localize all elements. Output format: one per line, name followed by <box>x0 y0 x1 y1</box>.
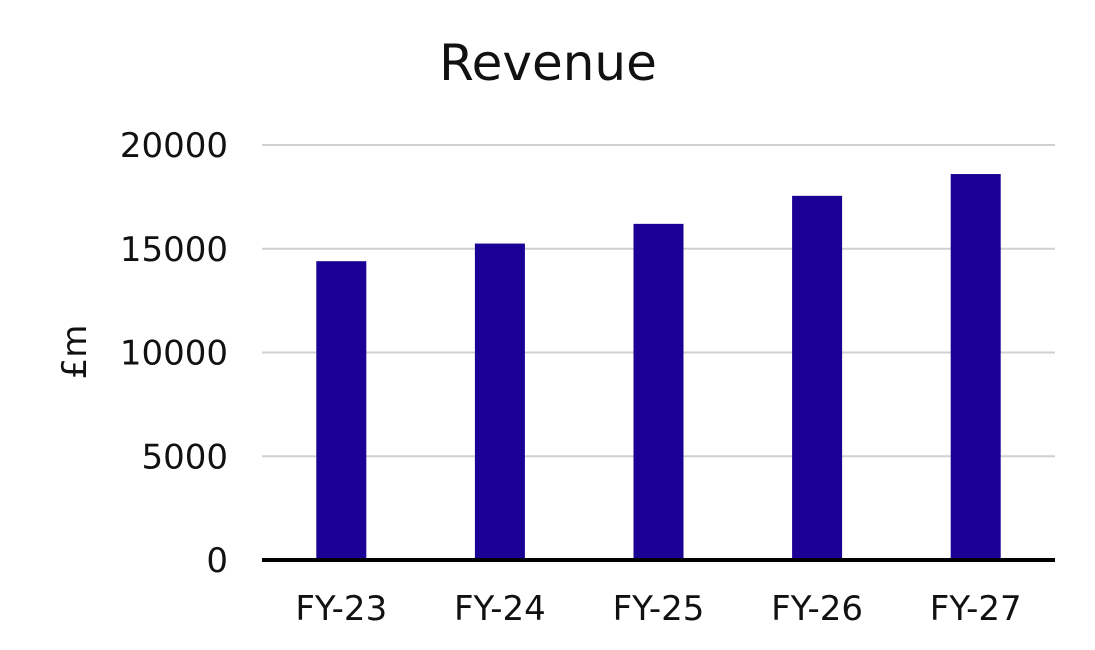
bars <box>316 174 1001 561</box>
bar-fy-27 <box>950 174 1001 561</box>
y-axis-label: £m <box>55 325 95 380</box>
y-tick-label: 20000 <box>120 126 228 166</box>
chart-title: Revenue <box>439 34 657 92</box>
x-tick-label: FY-27 <box>930 589 1022 629</box>
x-tick-label: FY-25 <box>613 589 705 629</box>
bar-fy-26 <box>792 195 843 560</box>
x-tick-label: FY-23 <box>295 589 387 629</box>
y-tick-labels: 0 5000 10000 15000 20000 <box>120 126 228 581</box>
y-tick-label: 10000 <box>120 334 228 374</box>
bar-fy-25 <box>633 223 684 560</box>
y-tick-label: 15000 <box>120 230 228 270</box>
y-tick-label: 0 <box>206 541 228 581</box>
bar-fy-23 <box>316 261 367 560</box>
y-tick-label: 5000 <box>141 437 228 477</box>
x-tick-label: FY-26 <box>771 589 863 629</box>
bar-fy-24 <box>474 243 525 560</box>
x-tick-labels: FY-23 FY-24 FY-25 FY-26 FY-27 <box>295 589 1021 629</box>
x-tick-label: FY-24 <box>454 589 546 629</box>
